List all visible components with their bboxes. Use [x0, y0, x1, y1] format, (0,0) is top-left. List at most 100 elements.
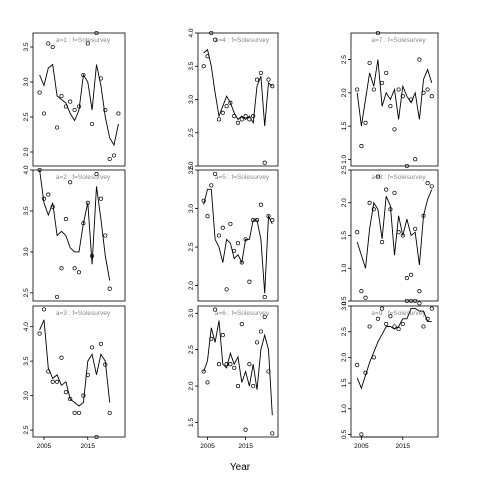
observed-point — [205, 214, 210, 219]
y-tick-label: 2.0 — [23, 147, 30, 156]
observed-point — [425, 316, 430, 321]
observed-point — [425, 181, 430, 186]
observed-point — [388, 207, 393, 212]
panel-9: a=9 : f=Solesurvey 0.5 1.0 1.5 2.0 2.5 3.0 — [341, 298, 439, 439]
observed-point — [213, 307, 218, 312]
panel-frame — [350, 32, 439, 167]
observed-point — [55, 379, 60, 384]
y-tick-label: 2.0 — [341, 198, 348, 207]
observed-point — [396, 327, 401, 332]
x-tick-label: 2005 — [354, 443, 369, 450]
observed-point — [59, 266, 64, 271]
observed-point — [262, 295, 267, 300]
y-tick-label: 2.0 — [188, 281, 195, 290]
y-tick-label: 3.5 — [188, 61, 195, 70]
observed-point — [68, 397, 73, 402]
y-tick-label: 2.0 — [188, 161, 195, 170]
observed-point — [254, 77, 260, 82]
observed-point — [254, 340, 260, 345]
y-tick-label: 1.0 — [341, 404, 348, 413]
observed-point — [258, 329, 263, 334]
observed-point — [205, 380, 210, 385]
observed-point — [209, 336, 214, 341]
observed-point — [201, 369, 206, 374]
observed-point — [384, 187, 389, 192]
observed-point — [107, 410, 112, 415]
y-tick-label: 2.5 — [341, 55, 348, 64]
observed-point — [235, 241, 241, 246]
observed-point — [371, 87, 376, 92]
observed-point — [209, 30, 214, 36]
y-tick-label: 0.5 — [341, 430, 348, 439]
observed-point — [243, 114, 248, 119]
observed-point — [224, 362, 229, 367]
y-tick-label: 1.5 — [341, 378, 348, 387]
observed-point — [417, 289, 422, 294]
panel-frame — [32, 32, 126, 167]
observed-point — [201, 64, 206, 69]
observed-point — [50, 204, 55, 209]
observed-point — [392, 127, 397, 132]
y-tick-label: 2.5 — [341, 327, 348, 336]
observed-point — [232, 365, 237, 370]
observed-point — [355, 230, 360, 235]
x-tick-label: 2015 — [81, 443, 96, 450]
y-tick-label: 2.5 — [188, 345, 195, 354]
y-tick-label: 3.0 — [188, 204, 195, 213]
observed-point — [46, 369, 51, 374]
observed-point — [258, 202, 263, 207]
observed-point — [239, 322, 244, 327]
observed-point — [247, 362, 252, 367]
y-tick-label: 1.0 — [341, 263, 348, 272]
observed-point — [216, 233, 222, 238]
observed-point — [232, 114, 237, 119]
observed-point — [251, 114, 256, 119]
observed-point — [384, 321, 389, 327]
observed-point — [201, 198, 206, 203]
fitted-series-line — [39, 319, 111, 407]
fitted-series-line — [39, 169, 111, 281]
y-tick-label: 3.0 — [23, 247, 30, 256]
observed-point — [254, 218, 260, 223]
observed-point — [247, 117, 252, 122]
panel-8: a=6 : f=Solesurvey 1.5 2.0 2.5 3.0 — [188, 305, 279, 438]
observed-point — [224, 104, 229, 109]
observed-point — [384, 70, 389, 75]
panel-title: a=8 : f=Solesurvey — [371, 174, 426, 181]
observed-point — [388, 104, 393, 109]
observed-point — [375, 174, 380, 179]
observed-point — [262, 160, 267, 165]
observed-point — [220, 110, 225, 115]
observed-point — [363, 370, 368, 375]
y-tick-label: 3.5 — [23, 42, 30, 51]
y-tick-label: 1.5 — [341, 231, 348, 240]
observed-point — [400, 321, 405, 327]
panel-frame — [32, 169, 126, 302]
observed-point — [90, 121, 95, 127]
observed-point — [367, 200, 372, 205]
y-tick-label: 2.0 — [341, 352, 348, 361]
observed-point — [213, 171, 218, 176]
observed-point — [247, 279, 252, 284]
observed-point — [216, 362, 222, 367]
observed-point — [41, 196, 47, 201]
panel-6: a=8 : f=Solesurvey 0.5 1.0 1.5 2.0 2.5 — [341, 165, 439, 306]
observed-point — [103, 362, 108, 367]
observed-point — [413, 298, 418, 303]
observed-point — [367, 60, 372, 65]
observed-point — [396, 87, 401, 92]
observed-point — [409, 97, 414, 102]
observed-point — [243, 427, 248, 432]
observed-point — [392, 190, 397, 195]
observed-point — [235, 120, 241, 125]
y-tick-label: 3.5 — [23, 206, 30, 215]
observed-point — [98, 196, 103, 201]
observed-point — [55, 125, 60, 130]
observed-point — [429, 184, 434, 189]
observed-point — [68, 99, 73, 104]
observed-point — [359, 289, 364, 294]
observed-point — [359, 432, 364, 437]
observed-point — [270, 218, 275, 223]
observed-point — [429, 306, 434, 311]
y-tick-label: 2.5 — [188, 128, 195, 137]
